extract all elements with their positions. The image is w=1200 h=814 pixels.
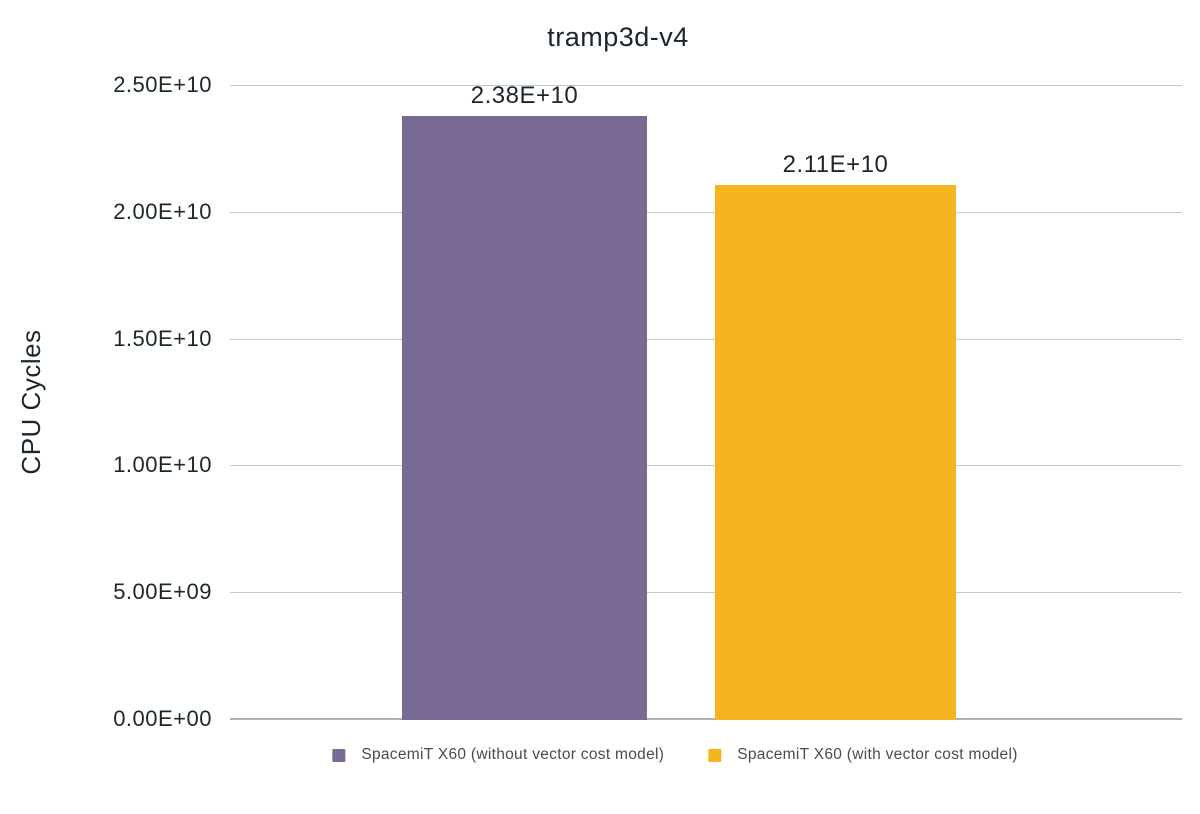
bar-value-label: 2.38E+10 [470, 82, 579, 109]
y-tick-label: 1.50E+10 [113, 325, 212, 351]
gridline [230, 211, 1182, 213]
bar-0 [402, 116, 647, 720]
legend-label: SpacemiT X60 (with vector cost model) [737, 746, 1018, 763]
gridline [230, 338, 1182, 340]
legend-swatch-icon [708, 748, 722, 762]
y-tick-label: 1.00E+10 [113, 452, 212, 478]
gridline [230, 85, 1182, 86]
chart-title: tramp3d-v4 [547, 22, 689, 52]
y-tick-label: 2.00E+10 [113, 198, 212, 224]
x-axis-baseline [230, 718, 1182, 720]
gridline [230, 465, 1182, 467]
gridline [230, 592, 1182, 594]
y-tick-label: 0.00E+00 [113, 706, 212, 731]
legend-swatch-icon [332, 748, 346, 762]
legend: SpacemiT X60 (without vector cost model)… [332, 746, 1017, 764]
legend-item-0: SpacemiT X60 (without vector cost model) [332, 746, 664, 764]
legend-label: SpacemiT X60 (without vector cost model) [361, 746, 665, 763]
legend-item-1: SpacemiT X60 (with vector cost model) [708, 746, 1017, 764]
bar-value-label: 2.11E+10 [782, 151, 889, 178]
y-tick-label: 5.00E+09 [113, 579, 212, 605]
bar-1 [715, 185, 956, 720]
plot-area [230, 85, 1182, 720]
y-tick-label: 2.50E+10 [113, 72, 212, 97]
